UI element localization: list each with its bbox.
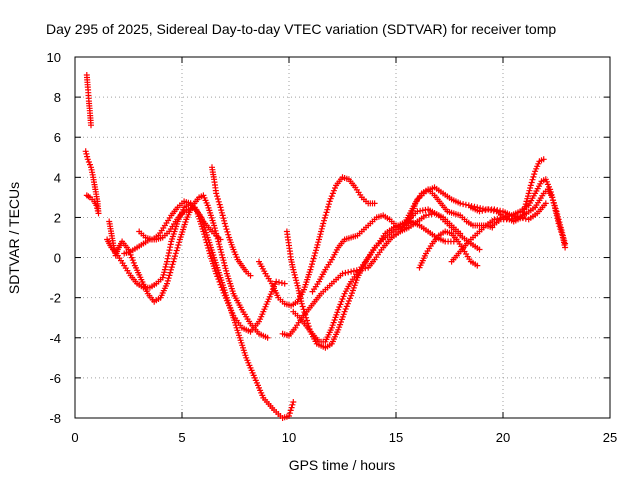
series-markers (489, 186, 569, 247)
y-axis-ticks: -8 -6 -4 -2 0 2 4 6 8 10 (47, 50, 610, 426)
x-tick-label: 0 (71, 430, 78, 445)
y-tick-label: -2 (49, 291, 61, 306)
series-markers (82, 148, 102, 217)
series-s2 (82, 148, 102, 217)
series-s3 (106, 192, 271, 341)
chart-title: Day 295 of 2025, Sidereal Day-to-day VTE… (46, 21, 556, 37)
series-markers (279, 210, 464, 339)
series-s7 (209, 164, 254, 279)
y-tick-label: 10 (47, 50, 61, 65)
y-axis-label: SDTVAR / TECUs (6, 182, 22, 294)
plot-frame (74, 56, 611, 419)
x-axis-label: GPS time / hours (289, 457, 396, 473)
series-s4 (104, 200, 288, 335)
y-tick-label: -6 (49, 371, 61, 386)
series-s8 (256, 174, 378, 309)
series-s10 (290, 218, 457, 345)
series-s1 (83, 72, 94, 129)
grid-lines (75, 57, 610, 418)
series-markers (256, 174, 378, 309)
series-markers (290, 218, 457, 345)
data-series (82, 72, 569, 421)
series-s6 (136, 198, 224, 243)
series-s14 (416, 228, 481, 271)
y-tick-label: 6 (54, 130, 61, 145)
series-s11 (279, 210, 464, 339)
y-tick-label: 0 (54, 251, 61, 266)
series-markers (106, 192, 271, 341)
series-markers (83, 72, 94, 129)
x-tick-label: 10 (282, 430, 296, 445)
y-tick-label: -4 (49, 331, 61, 346)
x-tick-label: 15 (389, 430, 403, 445)
y-tick-label: 8 (54, 90, 61, 105)
x-tick-label: 20 (496, 430, 510, 445)
x-axis-ticks: 0 5 10 15 20 25 (71, 57, 617, 445)
series-markers (136, 198, 224, 243)
y-tick-label: -8 (49, 411, 61, 426)
series-markers (104, 200, 288, 335)
x-tick-label: 25 (603, 430, 617, 445)
y-tick-label: 4 (54, 170, 61, 185)
series-markers (209, 164, 254, 279)
x-tick-label: 5 (178, 430, 185, 445)
y-tick-label: 2 (54, 210, 61, 225)
series-markers (416, 228, 481, 271)
series-s17 (489, 186, 569, 247)
